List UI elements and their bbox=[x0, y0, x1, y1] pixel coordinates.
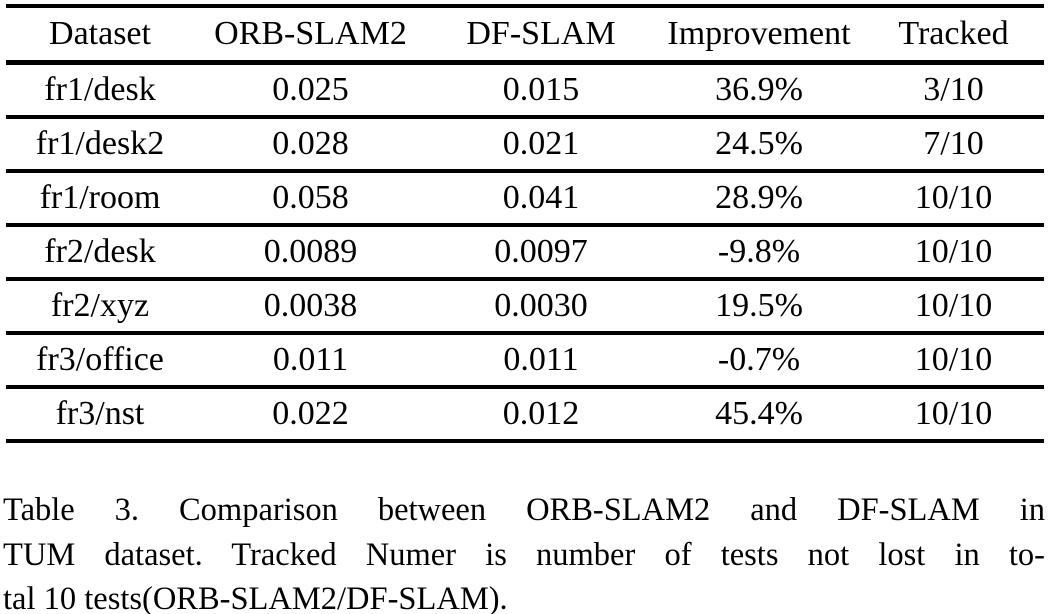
table-cell: 24.5% bbox=[715, 125, 803, 162]
column-header-df-slam: DF-SLAM bbox=[466, 15, 616, 52]
table-cell: 0.0030 bbox=[494, 287, 588, 324]
table-cell: 0.011 bbox=[503, 341, 579, 378]
table-row: fr3/office 0.011 0.011 -0.7% 10/10 bbox=[6, 333, 1044, 387]
table-cell: 0.0097 bbox=[494, 233, 588, 270]
dataset-cell: fr2/desk bbox=[44, 233, 156, 270]
table-cell: 0.041 bbox=[502, 179, 580, 216]
dataset-cell: fr3/nst bbox=[55, 395, 145, 432]
column-header-dataset: Dataset bbox=[49, 15, 151, 52]
table-cell: 0.011 bbox=[272, 341, 349, 378]
column-header-improvement: Improvement bbox=[667, 15, 851, 52]
table-cell: 0.058 bbox=[272, 179, 349, 216]
table-cell: 0.015 bbox=[502, 71, 580, 108]
table-cell: -0.7% bbox=[717, 341, 801, 378]
table-header-row: Dataset ORB-SLAM2 DF-SLAM Improvement Tracke… bbox=[6, 6, 1044, 63]
dataset-cell: fr2/xyz bbox=[50, 287, 150, 324]
dataset-cell: fr1/desk2 bbox=[35, 125, 165, 162]
table-cell: 0.012 bbox=[502, 395, 580, 432]
comparison-table: Dataset ORB-SLAM2 DF-SLAM Improvement Tracke… bbox=[6, 4, 1044, 443]
table-cell: 0.0089 bbox=[263, 233, 358, 270]
table-row: fr1/desk 0.025 0.015 36.9% 3/10 bbox=[6, 63, 1044, 117]
table-cell: 28.9% bbox=[715, 179, 803, 216]
caption-line-3: tal 10 tests(ORB-SLAM2/DF-SLAM). bbox=[3, 581, 508, 614]
table-cell: 10/10 bbox=[914, 233, 993, 270]
table-cell: 10/10 bbox=[914, 287, 993, 324]
table-cell: 45.4% bbox=[715, 395, 803, 432]
table-row: fr2/xyz 0.0038 0.0030 19.5% 10/10 bbox=[6, 279, 1044, 333]
column-header-orb-slam2: ORB-SLAM2 bbox=[214, 15, 407, 52]
table-cell: 10/10 bbox=[914, 395, 993, 432]
table-cell: 10/10 bbox=[914, 341, 993, 378]
table-cell: -9.8% bbox=[717, 233, 801, 270]
dataset-cell: fr1/desk bbox=[44, 71, 156, 108]
table-cell: 7/10 bbox=[923, 125, 984, 162]
table-cell: 36.9% bbox=[715, 71, 803, 108]
caption-line-1: Table 3. Comparison between ORB-SLAM2 an… bbox=[3, 492, 1045, 528]
column-header-tracked: Tracked bbox=[898, 15, 1009, 52]
dataset-cell: fr3/office bbox=[36, 341, 164, 378]
caption-line-2: TUM dataset. Tracked Numer is number of … bbox=[3, 536, 1045, 573]
table-row: fr1/desk2 0.028 0.021 24.5% 7/10 bbox=[6, 117, 1044, 171]
table-cell: 10/10 bbox=[914, 179, 993, 216]
dataset-cell: fr1/room bbox=[39, 179, 161, 216]
table-row: fr1/room 0.058 0.041 28.9% 10/10 bbox=[6, 171, 1044, 225]
table-cell: 19.5% bbox=[715, 287, 803, 324]
table-cell: 0.022 bbox=[272, 395, 349, 432]
table-cell: 3/10 bbox=[923, 71, 984, 108]
table-row: fr3/nst 0.022 0.012 45.4% 10/10 bbox=[6, 387, 1044, 441]
table-cell: 0.028 bbox=[272, 125, 349, 162]
table-row: fr2/desk 0.0089 0.0097 -9.8% 10/10 bbox=[6, 225, 1044, 279]
table-cell: 0.0038 bbox=[263, 287, 358, 324]
table-body: fr1/desk 0.025 0.015 36.9% 3/10 fr1/desk2 0.02… bbox=[6, 63, 1044, 441]
table-caption: Table 3. Comparison between ORB-SLAM2 an… bbox=[3, 488, 1045, 614]
table-cell: 0.025 bbox=[272, 71, 349, 108]
table-cell: 0.021 bbox=[502, 125, 580, 162]
